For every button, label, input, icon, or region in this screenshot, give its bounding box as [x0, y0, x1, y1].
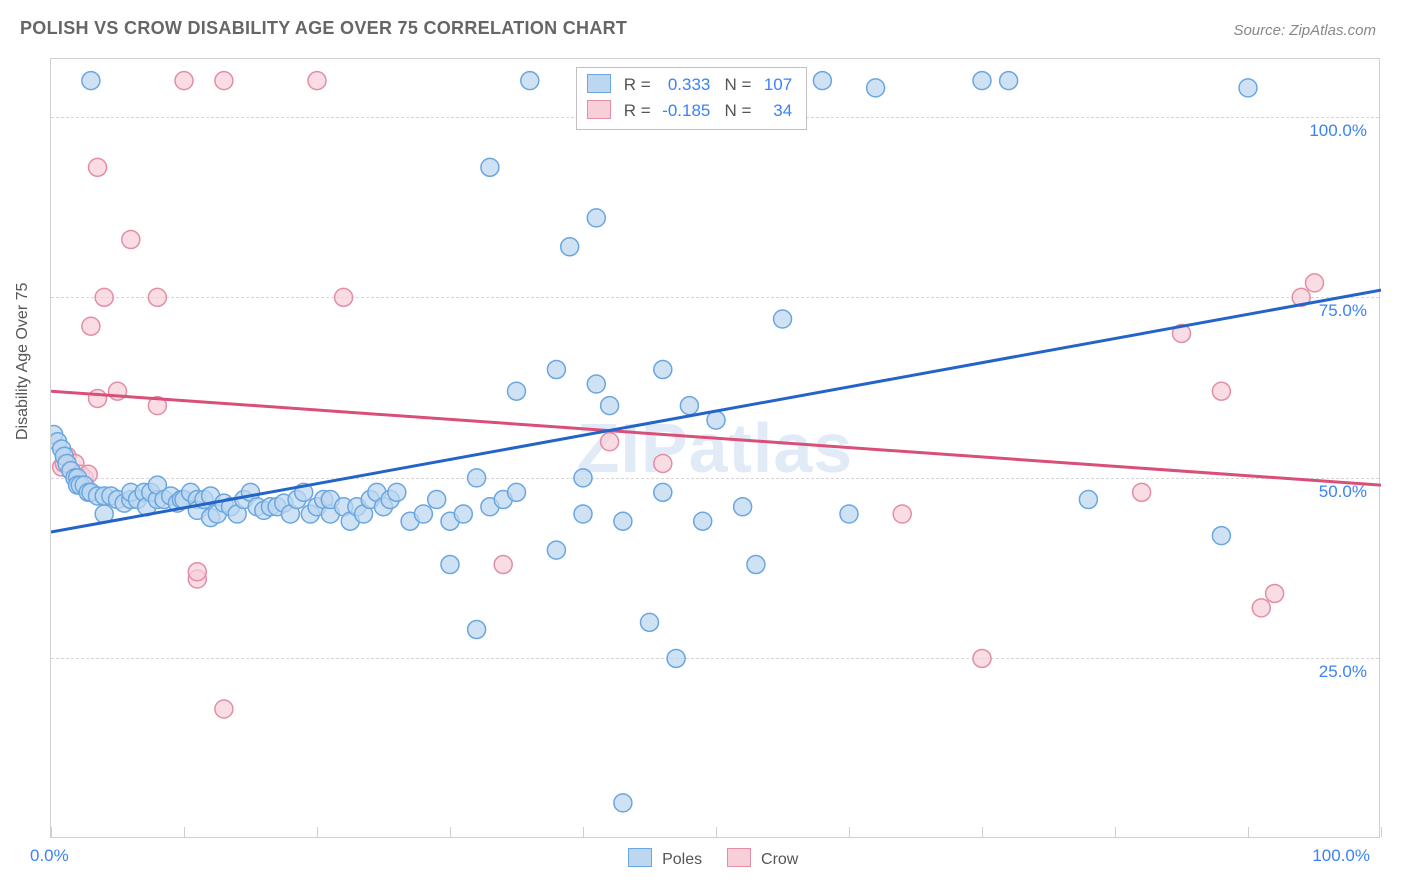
- crow-legend-swatch: [727, 848, 751, 867]
- crow-r-value: -0.185: [655, 98, 710, 124]
- stats-row-poles: R = 0.333 N = 107: [587, 72, 792, 98]
- scatter-svg: [51, 59, 1381, 839]
- crow-n-value: 34: [756, 98, 792, 124]
- poles-legend-label: Poles: [662, 851, 702, 868]
- chart-title: POLISH VS CROW DISABILITY AGE OVER 75 CO…: [20, 18, 627, 39]
- poles-legend-swatch: [628, 848, 652, 867]
- source-attribution: Source: ZipAtlas.com: [1233, 22, 1376, 39]
- plot-area: 25.0%50.0%75.0%100.0% ZIPatlas R = 0.333…: [50, 58, 1380, 838]
- y-axis-title: Disability Age Over 75: [14, 283, 32, 440]
- poles-n-value: 107: [756, 72, 792, 98]
- poles-r-value: 0.333: [655, 72, 710, 98]
- stats-row-crow: R = -0.185 N = 34: [587, 98, 792, 124]
- legend-bottom: Poles Crow: [0, 848, 1406, 869]
- crow-legend-label: Crow: [761, 851, 798, 868]
- poles-swatch: [587, 74, 611, 93]
- stats-legend-box: R = 0.333 N = 107 R = -0.185 N = 34: [576, 67, 807, 130]
- crow-swatch: [587, 100, 611, 119]
